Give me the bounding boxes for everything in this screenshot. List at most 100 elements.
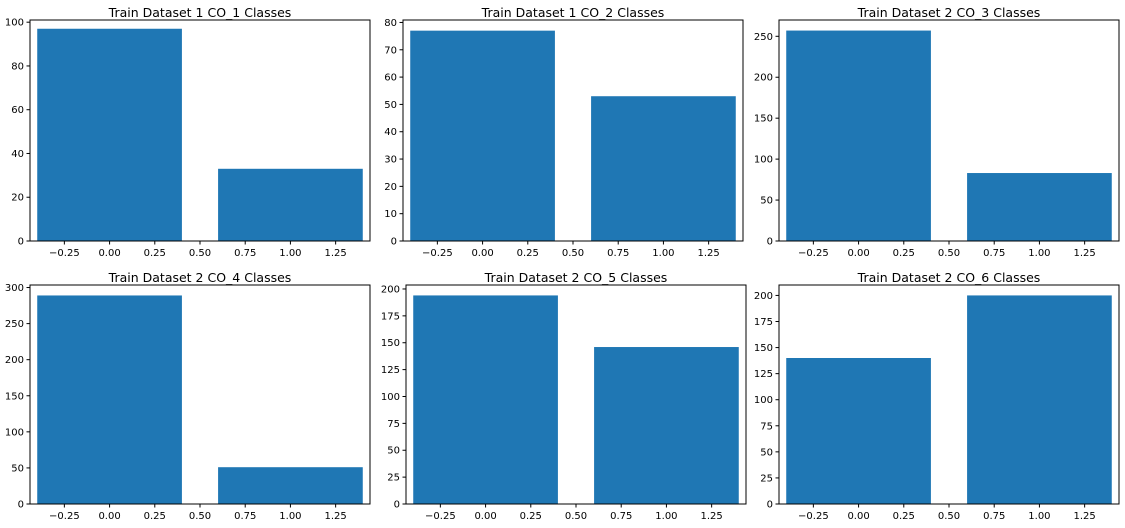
y-tick-label: 30 bbox=[384, 155, 397, 166]
y-tick-label: 60 bbox=[11, 105, 24, 116]
x-tick-label: 1.00 bbox=[1028, 511, 1050, 522]
y-tick-label: 250 bbox=[5, 319, 24, 330]
y-tick-label: 80 bbox=[11, 61, 24, 72]
y-tick-label: 150 bbox=[5, 391, 24, 402]
x-tick-label: 1.25 bbox=[1074, 248, 1096, 259]
y-tick-label: 40 bbox=[384, 127, 397, 138]
x-tick-label: 1.25 bbox=[1074, 511, 1096, 522]
x-tick-label: 1.00 bbox=[652, 248, 674, 259]
y-tick-label: 100 bbox=[381, 392, 400, 403]
bar-0 bbox=[413, 295, 558, 504]
y-tick-label: 150 bbox=[754, 343, 773, 354]
x-tick-label: 0.00 bbox=[474, 511, 496, 522]
bar-0 bbox=[786, 358, 931, 504]
chart-panel-6: −0.25 0.00 0.25 0.50 0.75 1.00 1.25 0 25 50 75 100 1… bbox=[754, 270, 1120, 522]
bar-0 bbox=[37, 28, 182, 242]
x-tick-label: 0.75 bbox=[607, 248, 629, 259]
x-tick-label: 0.50 bbox=[189, 248, 211, 259]
y-tick-label: 20 bbox=[11, 193, 24, 204]
bar-0 bbox=[37, 295, 182, 504]
y-tick-label: 100 bbox=[754, 155, 773, 166]
y-tick-label: 0 bbox=[391, 237, 397, 248]
x-tick-label: 1.25 bbox=[698, 248, 720, 259]
y-tick-label: 10 bbox=[384, 209, 397, 220]
x-tick-label: 1.00 bbox=[655, 511, 677, 522]
y-tick-label: 100 bbox=[754, 395, 773, 406]
x-tick-label: 0.00 bbox=[847, 248, 869, 259]
y-tick-label: 50 bbox=[384, 100, 397, 111]
x-tick-label: 0.00 bbox=[98, 248, 120, 259]
y-tick-label: 0 bbox=[18, 500, 24, 511]
y-tick-label: 80 bbox=[384, 18, 397, 29]
y-tick-label: 75 bbox=[387, 419, 400, 430]
bar-1 bbox=[967, 173, 1112, 241]
x-tick-label: 0.25 bbox=[517, 248, 539, 259]
y-tick-label: 200 bbox=[381, 284, 400, 295]
chart-title: Train Dataset 1 CO_2 Classes bbox=[481, 5, 665, 20]
y-tick-label: 70 bbox=[384, 45, 397, 56]
x-tick-label: 1.00 bbox=[279, 511, 301, 522]
x-tick-label: −0.25 bbox=[798, 511, 829, 522]
x-tick-label: 0.25 bbox=[893, 248, 915, 259]
y-tick-label: 150 bbox=[381, 338, 400, 349]
bar-1 bbox=[591, 96, 736, 242]
x-tick-label: 0.25 bbox=[144, 511, 166, 522]
x-tick-label: 0.50 bbox=[938, 511, 960, 522]
y-tick-label: 175 bbox=[381, 311, 400, 322]
chart-title: Train Dataset 2 CO_3 Classes bbox=[857, 5, 1041, 20]
x-tick-label: 1.25 bbox=[325, 511, 347, 522]
x-tick-label: −0.25 bbox=[49, 511, 80, 522]
chart-panel-5: −0.25 0.00 0.25 0.50 0.75 1.00 1.25 0 25 50 75 100 1… bbox=[381, 270, 747, 522]
chart-title: Train Dataset 2 CO_5 Classes bbox=[484, 270, 668, 285]
chart-title: Train Dataset 2 CO_6 Classes bbox=[857, 270, 1041, 285]
y-tick-label: 40 bbox=[11, 149, 24, 160]
x-tick-label: 0.25 bbox=[520, 511, 542, 522]
x-tick-label: 0.75 bbox=[983, 511, 1005, 522]
x-tick-label: 0.50 bbox=[189, 511, 211, 522]
x-tick-label: 1.00 bbox=[279, 248, 301, 259]
y-tick-label: 75 bbox=[760, 421, 773, 432]
bar-0 bbox=[786, 30, 931, 241]
chart-panel-2: −0.25 0.00 0.25 0.50 0.75 1.00 1.25 0 10 20 30 40 50… bbox=[384, 5, 744, 259]
y-tick-label: 125 bbox=[754, 369, 773, 380]
y-tick-label: 50 bbox=[11, 463, 24, 474]
y-tick-label: 100 bbox=[5, 427, 24, 438]
x-tick-label: −0.25 bbox=[422, 248, 453, 259]
x-tick-label: 0.25 bbox=[893, 511, 915, 522]
x-tick-label: 0.50 bbox=[938, 248, 960, 259]
y-tick-label: 125 bbox=[381, 365, 400, 376]
bar-1 bbox=[218, 168, 363, 241]
x-tick-label: 0.50 bbox=[565, 511, 587, 522]
bar-1 bbox=[218, 467, 363, 504]
y-tick-label: 200 bbox=[5, 355, 24, 366]
bar-1 bbox=[594, 347, 739, 504]
x-tick-label: 0.75 bbox=[234, 511, 256, 522]
y-tick-label: 200 bbox=[754, 73, 773, 84]
bar-1 bbox=[967, 295, 1112, 504]
y-tick-label: 50 bbox=[760, 196, 773, 207]
y-tick-label: 20 bbox=[384, 182, 397, 193]
x-tick-label: 0.00 bbox=[471, 248, 493, 259]
y-tick-label: 50 bbox=[760, 447, 773, 458]
x-tick-label: 0.00 bbox=[847, 511, 869, 522]
y-tick-label: 300 bbox=[5, 283, 24, 294]
x-tick-label: 0.75 bbox=[610, 511, 632, 522]
x-tick-label: 1.25 bbox=[701, 511, 723, 522]
x-tick-label: −0.25 bbox=[798, 248, 829, 259]
y-tick-label: 200 bbox=[754, 291, 773, 302]
x-tick-label: 1.00 bbox=[1028, 248, 1050, 259]
chart-title: Train Dataset 2 CO_4 Classes bbox=[108, 270, 292, 285]
chart-title: Train Dataset 1 CO_1 Classes bbox=[108, 5, 292, 20]
x-tick-label: 0.75 bbox=[234, 248, 256, 259]
y-tick-label: 175 bbox=[754, 317, 773, 328]
x-tick-label: 0.50 bbox=[562, 248, 584, 259]
y-tick-label: 0 bbox=[767, 237, 773, 248]
x-tick-label: 1.25 bbox=[325, 248, 347, 259]
chart-panel-3: −0.25 0.00 0.25 0.50 0.75 1.00 1.25 0 50 100 150 20… bbox=[754, 5, 1120, 259]
x-tick-label: −0.25 bbox=[49, 248, 80, 259]
y-tick-label: 0 bbox=[18, 237, 24, 248]
bar-0 bbox=[410, 30, 555, 241]
y-tick-label: 25 bbox=[387, 473, 400, 484]
y-tick-label: 100 bbox=[5, 18, 24, 29]
